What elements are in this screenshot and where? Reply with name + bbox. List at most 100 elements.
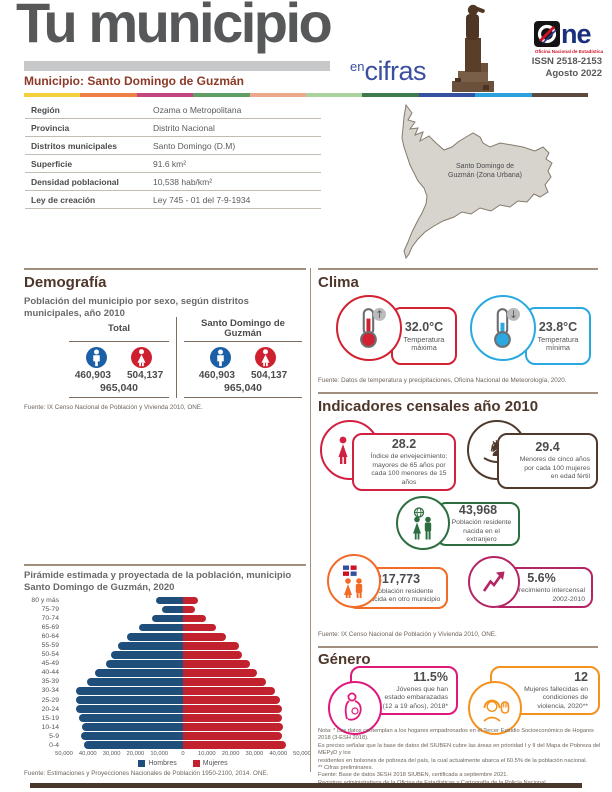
info-row-value: 10,538 hab/km² xyxy=(153,176,213,187)
female-count: 504,137 xyxy=(251,370,288,381)
divider-genero xyxy=(318,646,598,648)
female-bar xyxy=(183,632,226,641)
age-group-label: 60-64 xyxy=(41,633,59,641)
age-group-label: 40-44 xyxy=(41,669,59,677)
note-line: Es preciso señalar que la base de datos … xyxy=(318,742,601,757)
male-bar xyxy=(161,605,183,614)
divider-clima xyxy=(318,268,598,270)
flag-people-icon xyxy=(343,565,363,598)
temp-max-circle: ↑ xyxy=(336,295,402,361)
pyramid-row: 5-9 xyxy=(24,732,302,741)
pyramid-row: 30-34 xyxy=(24,686,302,695)
intercensal-growth-value: 5.6% xyxy=(527,571,556,585)
info-row-value: Distrito Nacional xyxy=(153,122,215,133)
divider-indicadores xyxy=(318,392,598,394)
female-bar xyxy=(183,596,198,605)
info-row-value: Ozama o Metropolitana xyxy=(153,104,242,115)
info-row-label: Provincia xyxy=(31,122,70,133)
people-globe-icon xyxy=(413,507,432,540)
legend-item: Hombres xyxy=(138,760,177,767)
female-bar xyxy=(183,714,283,722)
male-bar xyxy=(86,678,183,686)
temp-min-bubble: 23.8°C Temperatura mínima xyxy=(525,307,591,365)
age-group-label: 50-54 xyxy=(41,651,59,659)
male-bar xyxy=(155,596,183,605)
stripe-segment xyxy=(362,93,419,97)
note-line: Nota: * Los datos contemplan a los hogar… xyxy=(318,728,594,742)
info-row-label: Superficie xyxy=(31,158,73,169)
age-group-label: 0-4 xyxy=(49,741,59,749)
age-group-label: 55-59 xyxy=(41,642,59,650)
pyramid-row: 70-74 xyxy=(24,614,302,623)
male-count: 460,903 xyxy=(198,370,235,381)
female-count: 504,137 xyxy=(127,370,164,381)
aging-index-label: Índice de envejecimiento: mayores de 65 … xyxy=(370,453,448,486)
demo-column: Total 460,903 504,137 965,040 xyxy=(62,317,176,398)
note-line: ** Cifras preliminares. xyxy=(318,765,373,772)
map-shape xyxy=(401,103,553,260)
thermometer-up-icon: ↑ xyxy=(360,307,386,348)
statue-icon xyxy=(443,2,503,99)
female-bar xyxy=(183,678,267,686)
demo-column-header: Santo Domingo de Guzmán xyxy=(201,317,285,339)
male-count: 460,903 xyxy=(74,370,111,381)
pyramid-row: 60-64 xyxy=(24,632,302,641)
pyramid-legend: Hombres Mujeres xyxy=(64,760,302,767)
demo-column-header: Total xyxy=(108,322,130,334)
male-bar xyxy=(75,705,183,713)
internal-migrants-value: 317,773 xyxy=(374,571,421,586)
axis-tick: 40,000 xyxy=(78,751,97,757)
male-bar xyxy=(94,669,183,677)
female-bar xyxy=(183,651,243,659)
age-group-label: 20-24 xyxy=(41,705,59,713)
femicide-circle xyxy=(468,681,522,735)
page-title: Tu municipio xyxy=(16,0,333,54)
pyramid-row: 0-4 xyxy=(24,741,302,750)
femicide-label: Mujeres fallecidas en condiciones de vio… xyxy=(524,685,588,710)
teen-pregnancy-label: Jóvenes que han estado embarazadas (12 a… xyxy=(382,685,448,710)
teen-pregnancy-value: 11.5% xyxy=(413,669,448,684)
clima-fuente: Fuente: Datos de temperatura y precipita… xyxy=(318,377,567,384)
info-row: Ley de creación Ley 745 - 01 del 7-9-1934 xyxy=(25,191,321,209)
woman-stop-hand-icon xyxy=(483,699,510,722)
one-logo-caption: Oficina Nacional de Estadística xyxy=(534,49,604,54)
female-bar xyxy=(183,614,206,623)
intercensal-growth-circle xyxy=(468,556,520,608)
age-group-label: 35-39 xyxy=(41,678,59,686)
teen-pregnancy-circle xyxy=(328,681,382,735)
info-row-label: Ley de creación xyxy=(31,194,96,205)
stripe-segment xyxy=(249,93,307,97)
note-line: residentes en bolsones de pobreza del pa… xyxy=(318,757,588,764)
note-line: Registros administrativos de la Oficina … xyxy=(318,780,602,787)
stripe-segment xyxy=(136,93,194,97)
female-bar xyxy=(183,705,283,713)
pyramid-row: 20-24 xyxy=(24,705,302,714)
age-group-label: 65-69 xyxy=(41,624,59,632)
info-row-value: 91.6 km² xyxy=(153,158,187,169)
demo-table: Total 460,903 504,137 965,040 Santo Domin… xyxy=(62,317,309,398)
genero-title: Género xyxy=(318,651,371,668)
stripe-segment xyxy=(531,93,589,97)
intercensal-growth-label: Crecimiento intercensal 2002-2010 xyxy=(513,587,585,603)
foreign-born-circle xyxy=(396,496,450,550)
aging-index-value: 28.2 xyxy=(391,437,417,451)
subtitle-prefix: en xyxy=(350,59,365,74)
info-row: Distritos municipales Santo Domingo (D.M) xyxy=(25,137,321,155)
male-bar xyxy=(110,651,183,659)
pyramid-row: 35-39 xyxy=(24,677,302,686)
demografia-fuente: Fuente: IX Censo Nacional de Población y… xyxy=(24,404,203,411)
info-table: Región Ozama o Metropolitana Provincia Dist… xyxy=(25,101,321,209)
male-bar xyxy=(152,614,183,623)
foreign-born-label: Población residente nacida en el extranj… xyxy=(451,519,512,544)
axis-tick: 10,000 xyxy=(150,751,169,757)
pyramid-row: 40-44 xyxy=(24,668,302,677)
temp-max-bubble: 32.0°C Temperatura máxima xyxy=(391,307,457,365)
info-row-label: Distritos municipales xyxy=(31,140,117,151)
pyramid-fuente: Fuente: Estimaciones y Proyecciones Naci… xyxy=(24,770,269,777)
female-bar xyxy=(183,723,284,731)
info-row-label: Región xyxy=(31,104,60,115)
axis-tick: 50,000 xyxy=(55,751,73,757)
foreign-born-card: 43,968 Población residente nacida en el … xyxy=(436,502,520,546)
male-icon xyxy=(86,347,107,368)
